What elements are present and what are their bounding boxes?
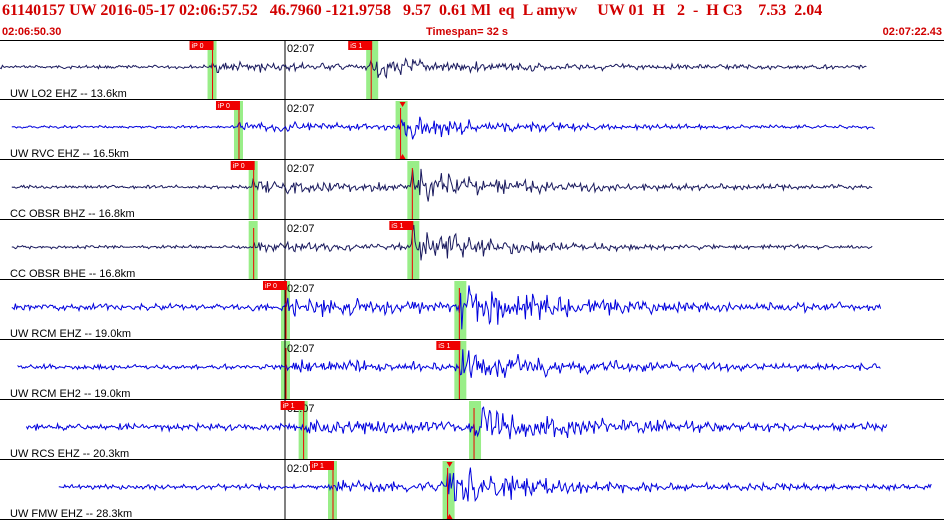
channel-label: UW FMW EHZ -- 28.3km: [10, 508, 132, 520]
pick-flag: [215, 101, 240, 110]
waveform-trace: [58, 467, 932, 503]
channel-row: 02:07 iS 1 UW RCM EH2 -- 19.0km: [0, 340, 944, 400]
s-window: [407, 221, 420, 279]
waveform-trace: [0, 57, 867, 79]
s-window: [366, 41, 379, 99]
pick-flag: [189, 41, 214, 50]
minute-label: 02:07: [287, 163, 315, 175]
pick-flag: [310, 461, 335, 470]
minute-label: 02:07: [287, 343, 315, 355]
pick-flag: [389, 221, 414, 230]
channel-row: 02:07 iP 0 UW RVC EHZ -- 16.5km: [0, 100, 944, 160]
pick-flag: [230, 161, 255, 170]
minute-label: 02:07: [287, 283, 315, 295]
header-bar: 61140157 UW 2016-05-17 02:06:57.52 46.79…: [0, 0, 944, 40]
pick-flag: [280, 401, 305, 410]
channel-row: 02:07 iP 0 UW RCM EHZ -- 19.0km: [0, 280, 944, 340]
waveform-trace: [25, 406, 888, 440]
waveform-trace: [11, 168, 873, 202]
channel-label: UW RVC EHZ -- 16.5km: [10, 148, 129, 160]
waveform-trace: [11, 116, 875, 140]
channel-row: 02:07 iP 0 iS 1 UW LO2 EHZ -- 13.6km: [0, 40, 944, 100]
end-time: 02:07:22.43: [882, 26, 942, 38]
channel-label: UW RCS EHZ -- 20.3km: [10, 448, 129, 460]
pick-flag-label: iP 1: [283, 403, 295, 410]
channel-row: 02:07 iP 0 CC OBSR BHZ -- 16.8km: [0, 160, 944, 220]
pick-flag: [436, 341, 461, 350]
pick-flag-label: iP 0: [233, 163, 245, 170]
s-window: [395, 101, 408, 159]
pick-flag-label: iS 1: [438, 343, 450, 350]
s-window: [454, 281, 467, 339]
seismogram-panel[interactable]: 02:07 iP 0 iS 1 UW LO2 EHZ -- 13.6km 02:07 iP…: [0, 40, 944, 520]
waveform-trace: [11, 224, 873, 261]
channel-label: UW RCM EHZ -- 19.0km: [10, 328, 131, 340]
channel-label: CC OBSR BHZ -- 16.8km: [10, 208, 135, 220]
channel-row: 02:07 iS 1 CC OBSR BHE -- 16.8km: [0, 220, 944, 280]
timespan: Timespan= 32 s: [426, 26, 509, 38]
s-window: [407, 161, 420, 219]
waveform-trace: [11, 285, 882, 330]
s-marker-top: [446, 462, 453, 467]
minute-label: 02:07: [287, 223, 315, 235]
pick-flag: [348, 41, 373, 50]
pick-flag-label: iP 0: [265, 283, 277, 290]
channel-label: CC OBSR BHE -- 16.8km: [10, 268, 135, 280]
start-time: 02:06:50.30: [2, 26, 62, 38]
s-marker-top: [399, 102, 406, 107]
s-marker-bottom: [446, 514, 453, 519]
pick-flag: [262, 281, 287, 290]
channel-label: UW RCM EH2 -- 19.0km: [10, 388, 130, 400]
minute-label: 02:07: [287, 103, 315, 115]
minute-label: 02:07: [287, 43, 315, 55]
pick-flag-label: iP 0: [192, 43, 204, 50]
pick-flag-label: iP 0: [218, 103, 230, 110]
pick-flag-label: iS 1: [391, 223, 403, 230]
channel-label: UW LO2 EHZ -- 13.6km: [10, 88, 127, 100]
pick-flag-label: iS 1: [350, 43, 362, 50]
s-marker-bottom: [399, 154, 406, 159]
minute-label: 02:07: [287, 463, 315, 475]
event-title: 61140157 UW 2016-05-17 02:06:57.52 46.79…: [2, 2, 823, 19]
waveform-trace: [17, 349, 881, 378]
pick-flag-label: iP 1: [312, 463, 324, 470]
